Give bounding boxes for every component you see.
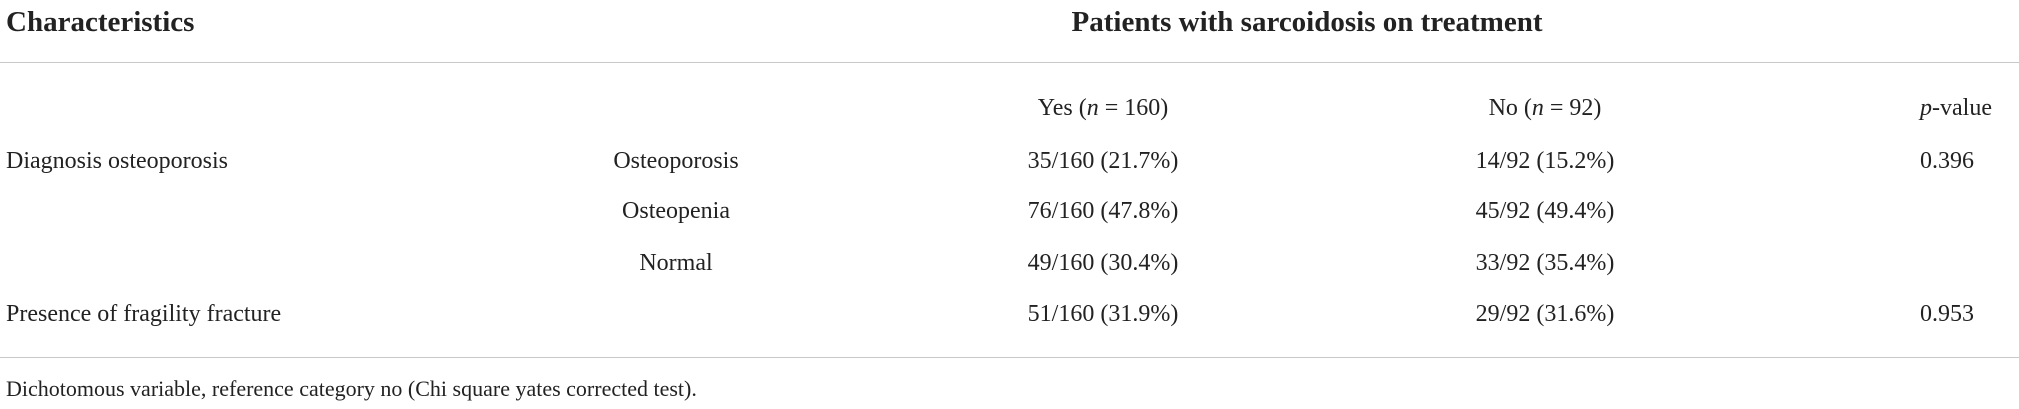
column-header-part: Yes ( [1037, 95, 1087, 121]
column-header-part: = 160) [1098, 95, 1169, 121]
cell-no: 33/92 (35.4%) [1475, 250, 1615, 276]
cell-yes: 35/160 (21.7%) [1027, 148, 1179, 174]
cell-no: 29/92 (31.6%) [1475, 301, 1615, 327]
header-characteristics: Characteristics [6, 6, 195, 38]
column-header-part: n [1531, 95, 1544, 121]
header-rule [0, 62, 2019, 63]
cell-category: Osteoporosis [613, 148, 739, 174]
cell-category: Normal [639, 250, 713, 276]
column-header-part: -value [1932, 95, 1992, 121]
header-group: Patients with sarcoidosis on treatment [1071, 6, 1543, 38]
footnote: Dichotomous variable, reference category… [6, 376, 697, 401]
cell-no: 14/92 (15.2%) [1475, 148, 1615, 174]
cell-yes: 51/160 (31.9%) [1027, 301, 1179, 327]
column-header-part: No ( [1488, 95, 1532, 121]
column-header: p-value [1920, 93, 1992, 123]
bottom-rule [0, 357, 2019, 358]
cell-yes: 76/160 (47.8%) [1027, 198, 1179, 224]
cell-no: 45/92 (49.4%) [1475, 198, 1615, 224]
column-header: Yes (n = 160) [1038, 93, 1168, 123]
cell-yes: 49/160 (30.4%) [1027, 250, 1179, 276]
column-header: No (n = 92) [1489, 93, 1602, 123]
column-header-part: p [1920, 95, 1933, 121]
cell-p-value: 0.953 [1920, 301, 1974, 327]
column-header-part: = 92) [1543, 95, 1602, 121]
cell-characteristic: Diagnosis osteoporosis [6, 148, 228, 174]
cell-category: Osteopenia [622, 198, 730, 224]
column-header-part: n [1086, 95, 1099, 121]
cell-p-value: 0.396 [1920, 148, 1974, 174]
cell-characteristic: Presence of fragility fracture [6, 301, 282, 327]
